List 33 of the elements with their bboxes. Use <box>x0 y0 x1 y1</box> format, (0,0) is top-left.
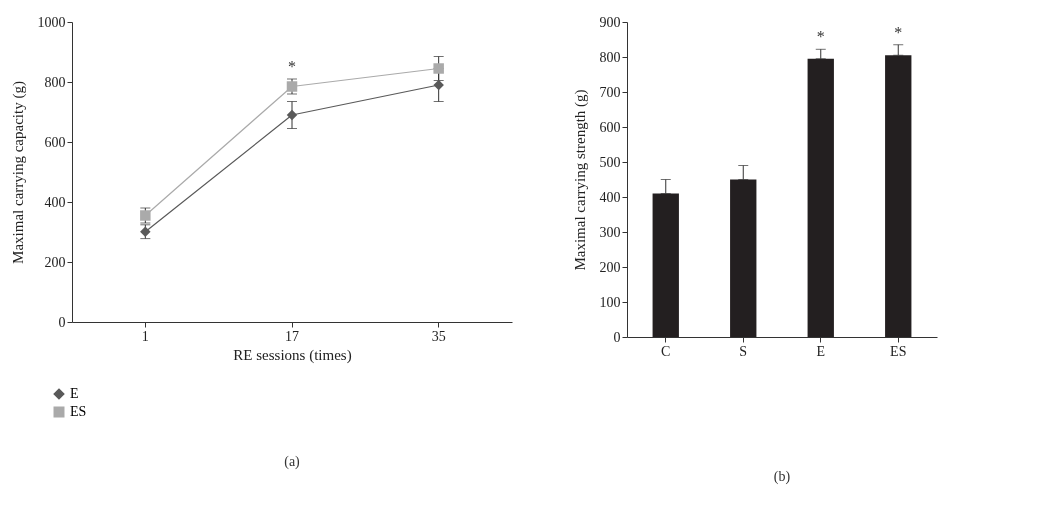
y-tick-label: 0 <box>58 314 66 330</box>
annotation: * <box>288 58 296 75</box>
y-tick-label: 700 <box>599 84 621 100</box>
y-tick-label: 1000 <box>37 14 66 30</box>
legend-label: ES <box>70 404 87 419</box>
y-tick-label: 0 <box>613 329 621 345</box>
annotation: * <box>816 28 825 46</box>
legend-label: E <box>70 386 79 401</box>
text: (b) <box>773 469 791 485</box>
x-tick-label: 17 <box>285 328 299 344</box>
y-tick-label: 400 <box>599 189 621 205</box>
x-tick-label: S <box>739 343 748 359</box>
y-tick-label: 900 <box>599 14 621 30</box>
x-tick-label: 35 <box>431 328 446 344</box>
annotation: * <box>894 23 903 41</box>
y-tick-label: 800 <box>44 74 66 90</box>
y-tick-label: 400 <box>44 194 66 210</box>
x-tick-label: ES <box>890 343 907 359</box>
x-tick-label: E <box>816 343 826 359</box>
x-axis-title: RE sessions (times) <box>233 346 352 364</box>
y-tick-label: 800 <box>599 49 621 65</box>
y-axis-title: Maximal carrying capacity (g) <box>9 81 27 264</box>
x-tick-label: C <box>661 343 671 359</box>
y-tick-label: 300 <box>599 224 621 240</box>
y-tick-label: 200 <box>599 259 621 275</box>
y-tick-label: 100 <box>599 294 621 310</box>
y-axis-title: Maximal carrying strength (g) <box>571 89 589 271</box>
x-tick-label: 1 <box>141 328 149 344</box>
y-tick-label: 500 <box>599 154 621 170</box>
y-tick-label: 600 <box>599 119 621 135</box>
text: (a) <box>284 454 301 470</box>
y-tick-label: 600 <box>44 134 66 150</box>
y-tick-label: 200 <box>44 254 66 270</box>
